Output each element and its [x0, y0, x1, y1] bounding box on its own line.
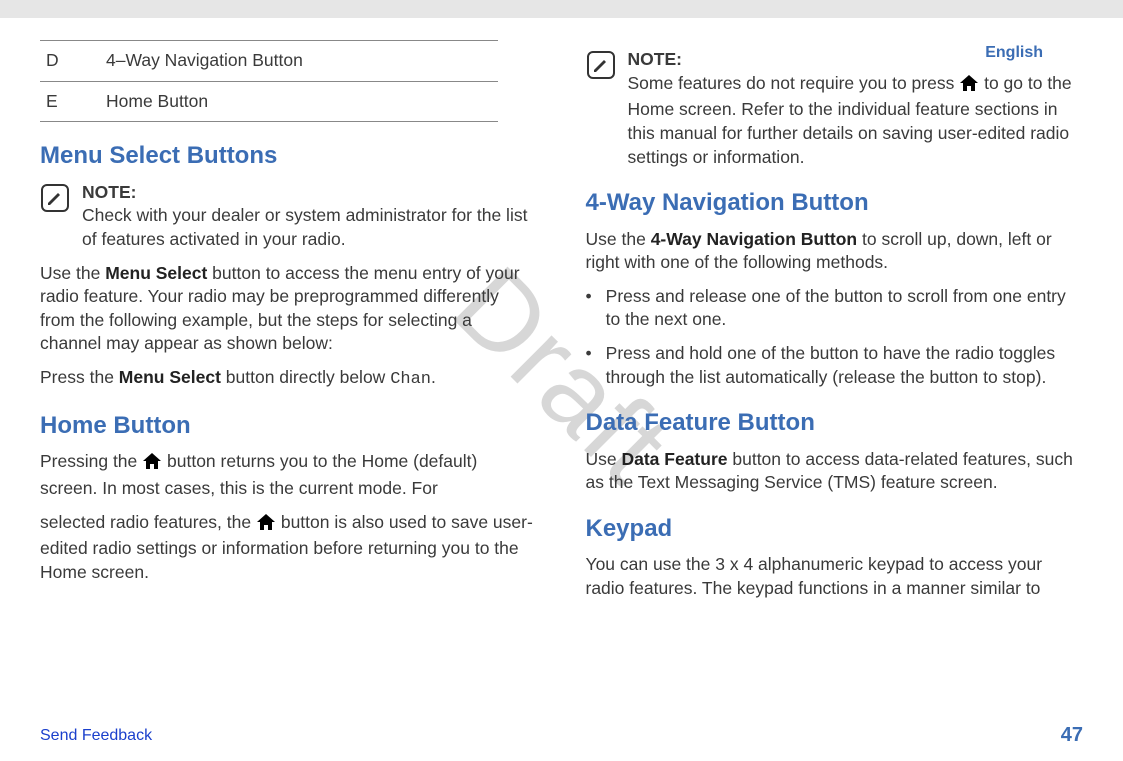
- note-pencil-icon: [40, 181, 70, 252]
- paragraph: Press the Menu Select button directly be…: [40, 366, 538, 392]
- home-icon: [142, 452, 162, 477]
- note-label: NOTE:: [628, 49, 682, 69]
- page-number: 47: [1061, 724, 1083, 747]
- paragraph: Use the Menu Select button to access the…: [40, 262, 538, 357]
- table-row: D 4–Way Navigation Button: [40, 41, 498, 82]
- table-cell-label: Home Button: [100, 81, 498, 122]
- paragraph: Use the 4-Way Navigation Button to scrol…: [586, 228, 1084, 275]
- home-icon: [959, 74, 979, 99]
- table-cell-key: D: [40, 41, 100, 82]
- heading-keypad: Keypad: [586, 513, 1084, 545]
- paragraph: Use Data Feature button to access data-r…: [586, 448, 1084, 495]
- table-cell-key: E: [40, 81, 100, 122]
- paragraph: Pressing the button returns you to the H…: [40, 450, 538, 500]
- note-pencil-icon: [586, 48, 616, 169]
- heading-4way: 4-Way Navigation Button: [586, 187, 1084, 219]
- note-block: NOTE: Some features do not require you t…: [586, 48, 1084, 169]
- list-item: •Press and release one of the button to …: [586, 285, 1084, 332]
- heading-home-button: Home Button: [40, 410, 538, 442]
- home-icon: [256, 513, 276, 538]
- table-row: E Home Button: [40, 81, 498, 122]
- window-titlebar: [0, 0, 1123, 18]
- list-item: •Press and hold one of the button to hav…: [586, 342, 1084, 389]
- paragraph: selected radio features, the button is a…: [40, 511, 538, 585]
- note-body: Check with your dealer or system adminis…: [82, 205, 527, 249]
- right-column: NOTE: Some features do not require you t…: [586, 40, 1084, 611]
- bullet-list: •Press and release one of the button to …: [586, 285, 1084, 390]
- button-table: D 4–Way Navigation Button E Home Button: [40, 40, 498, 122]
- note-label: NOTE:: [82, 182, 136, 202]
- paragraph: You can use the 3 x 4 alphanumeric keypa…: [586, 553, 1084, 600]
- language-label: English: [985, 44, 1043, 62]
- table-cell-label: 4–Way Navigation Button: [100, 41, 498, 82]
- heading-menu-select: Menu Select Buttons: [40, 140, 538, 172]
- send-feedback-link[interactable]: Send Feedback: [40, 727, 152, 745]
- left-column: D 4–Way Navigation Button E Home Button …: [40, 40, 538, 611]
- heading-data-feature: Data Feature Button: [586, 407, 1084, 439]
- note-block: NOTE: Check with your dealer or system a…: [40, 181, 538, 252]
